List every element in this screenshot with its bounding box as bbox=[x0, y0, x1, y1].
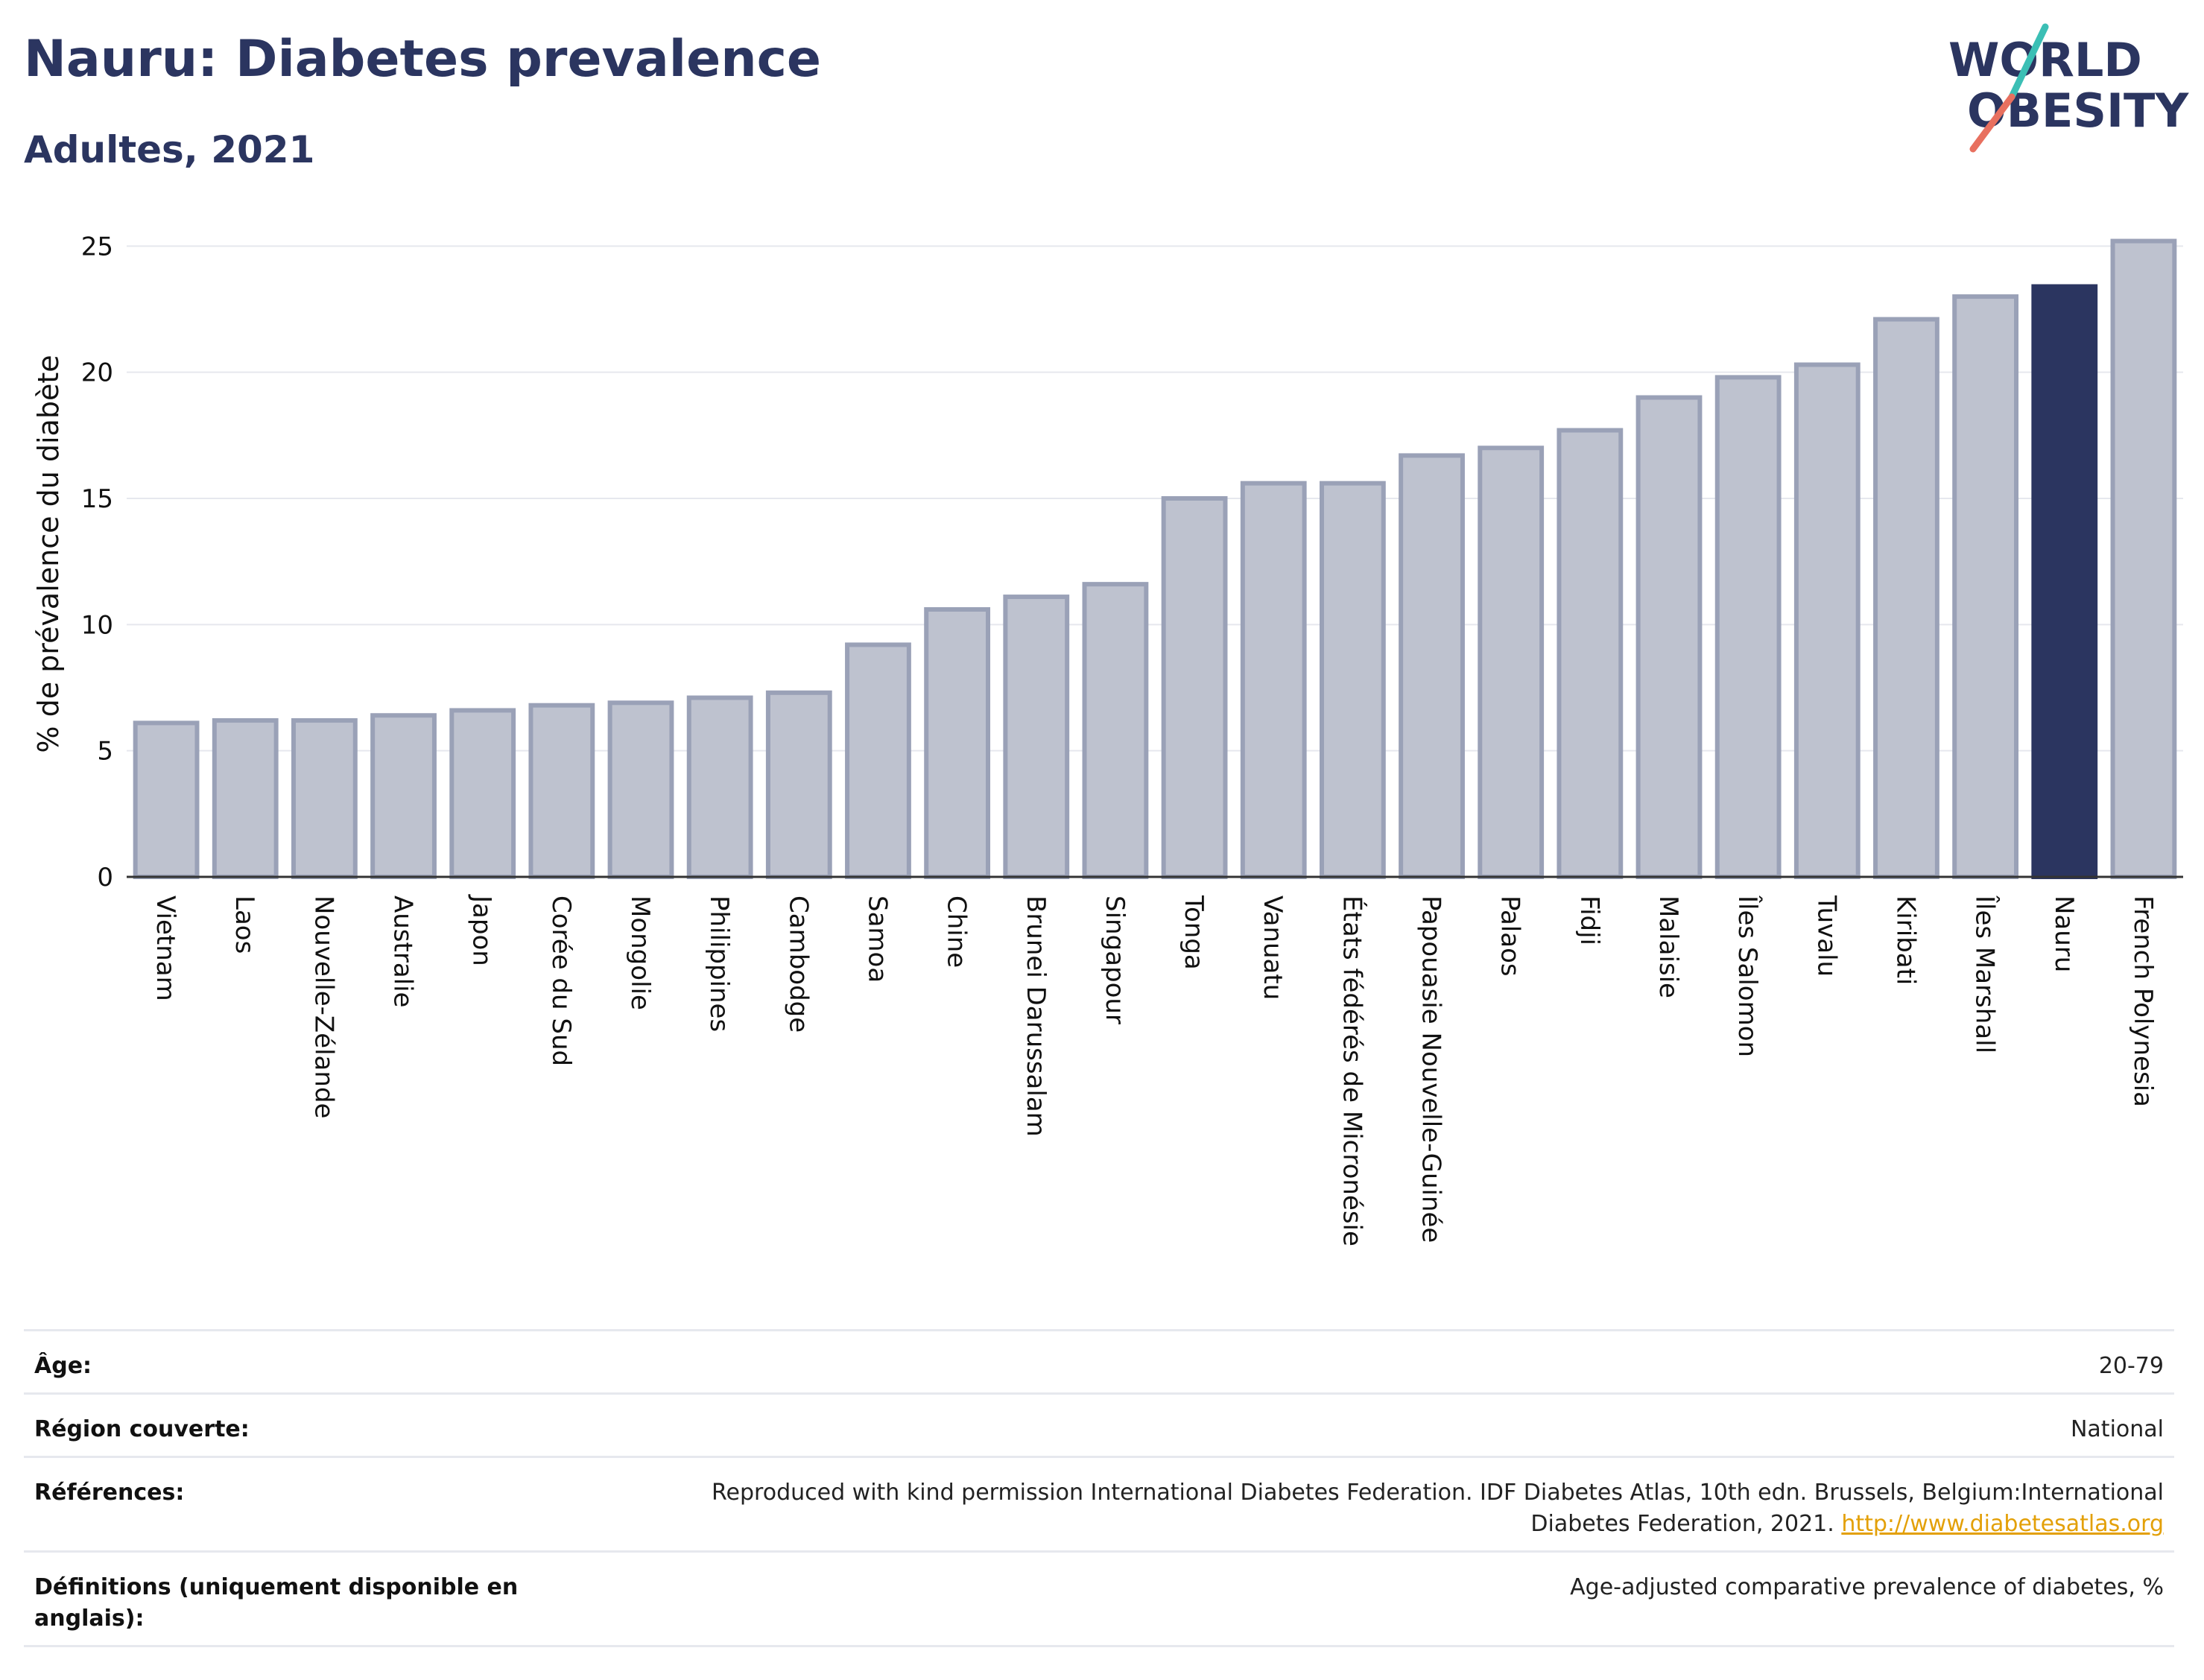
meta-defs-label: Définitions (uniquement disponible en an… bbox=[34, 1574, 519, 1632]
bar bbox=[528, 703, 595, 879]
bar-highlight bbox=[2031, 284, 2098, 879]
x-category-label: Chine bbox=[942, 896, 972, 968]
x-category-label: Singapour bbox=[1100, 896, 1130, 1024]
bar bbox=[1873, 317, 1939, 879]
bar bbox=[1240, 481, 1307, 879]
bar bbox=[686, 695, 753, 879]
bar bbox=[1478, 446, 1545, 879]
x-category-label: Nauru bbox=[2049, 896, 2079, 972]
meta-row-definitions: Définitions (uniquement disponible en an… bbox=[24, 1550, 2174, 1647]
bar bbox=[1003, 595, 1070, 879]
bar bbox=[845, 642, 911, 879]
bar bbox=[607, 700, 674, 879]
x-category-label: Cambodge bbox=[783, 896, 813, 1033]
x-category-label: États fédérés de Micronésie bbox=[1337, 896, 1367, 1246]
x-category-label: Japon bbox=[467, 894, 497, 966]
bar bbox=[1319, 481, 1386, 879]
meta-refs-value: Reproduced with kind permission Internat… bbox=[636, 1477, 2164, 1540]
x-category-label: Brunei Darussalam bbox=[1021, 896, 1051, 1137]
meta-defs-value: Age-adjusted comparative prevalence of d… bbox=[1570, 1574, 2164, 1600]
x-category-label: Palaos bbox=[1495, 896, 1525, 977]
logo-slash-teal bbox=[2008, 23, 2049, 101]
bar-chart: 0 5 10 15 20 25 % de prévalence du diabète Viet… bbox=[32, 232, 2183, 1246]
y-tick-label: 25 bbox=[81, 232, 113, 261]
bar bbox=[1399, 453, 1465, 879]
logo-text-world: WORLD bbox=[1948, 33, 2142, 87]
y-tick-label: 5 bbox=[97, 737, 113, 767]
bar bbox=[1161, 495, 1228, 879]
diabetes-atlas-link[interactable]: http://www.diabetesatlas.org bbox=[1841, 1511, 2164, 1537]
meta-refs-text: Reproduced with kind permission Internat… bbox=[712, 1480, 2164, 1537]
bar bbox=[133, 720, 200, 879]
x-category-label: Mongolie bbox=[625, 896, 655, 1010]
world-obesity-logo: WORLD OBESITY bbox=[1948, 23, 2189, 153]
bar bbox=[1714, 375, 1782, 879]
meta-age-value: 20-79 bbox=[2098, 1353, 2164, 1379]
logo-slash-coral bbox=[1969, 93, 2015, 153]
y-tick-label: 0 bbox=[97, 863, 113, 893]
y-tick-label: 10 bbox=[81, 610, 113, 640]
meta-region-value: National bbox=[2070, 1416, 2164, 1442]
page-title: Nauru: Diabetes prevalence bbox=[24, 30, 822, 89]
meta-region-label: Région couverte: bbox=[34, 1416, 250, 1442]
x-category-label: Corée du Sud bbox=[546, 896, 576, 1066]
y-axis-title: % de prévalence du diabète bbox=[32, 355, 65, 752]
meta-row-region: Région couverte: National bbox=[24, 1392, 2174, 1456]
x-category-label: Îles Marshall bbox=[1970, 895, 2001, 1053]
meta-age-label: Âge: bbox=[34, 1353, 92, 1379]
bar bbox=[291, 718, 358, 879]
x-category-label: Philippines bbox=[704, 896, 734, 1032]
bar bbox=[2110, 238, 2177, 879]
bar bbox=[1082, 582, 1149, 879]
bar bbox=[1793, 362, 1861, 879]
x-category-label: Australie bbox=[388, 896, 418, 1007]
x-category-label: Laos bbox=[229, 896, 259, 954]
meta-row-references: Références: Reproduced with kind permiss… bbox=[24, 1456, 2174, 1550]
bar bbox=[212, 718, 279, 879]
x-category-label: French Polynesia bbox=[2128, 896, 2158, 1107]
bar bbox=[449, 708, 516, 879]
bar bbox=[1557, 428, 1624, 879]
y-tick-label: 20 bbox=[81, 358, 113, 388]
x-category-label: Fidji bbox=[1574, 896, 1604, 945]
bar bbox=[1635, 395, 1703, 879]
x-category-label: Samoa bbox=[862, 896, 892, 983]
meta-refs-label: Références: bbox=[34, 1480, 185, 1506]
meta-row-age: Âge: 20-79 bbox=[24, 1329, 2174, 1392]
bar bbox=[924, 607, 991, 879]
x-category-label: Nouvelle-Zélande bbox=[308, 896, 338, 1118]
metadata-table: Âge: 20-79 Région couverte: National Réf… bbox=[24, 1329, 2174, 1647]
x-category-label: Malaisie bbox=[1653, 896, 1683, 998]
x-category-label: Tonga bbox=[1179, 895, 1209, 970]
x-category-label: Vietnam bbox=[151, 896, 180, 1001]
bar bbox=[1952, 294, 2019, 879]
bar bbox=[765, 690, 832, 879]
y-tick-label: 15 bbox=[81, 484, 113, 514]
x-category-label: Papouasie Nouvelle-Guinée bbox=[1416, 896, 1446, 1243]
x-category-label: Vanuatu bbox=[1258, 896, 1288, 1000]
x-category-label: Kiribati bbox=[1890, 896, 1920, 985]
page-subtitle: Adultes, 2021 bbox=[24, 128, 315, 171]
x-category-label: Tuvalu bbox=[1811, 895, 1841, 977]
x-category-label: Îles Salomon bbox=[1732, 895, 1763, 1057]
bar bbox=[370, 713, 437, 879]
